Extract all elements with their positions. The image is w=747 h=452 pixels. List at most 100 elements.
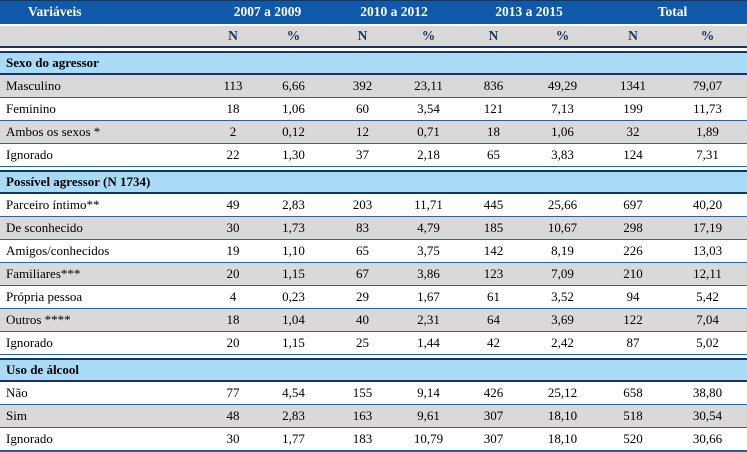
row-label: Própria pessoa (0, 285, 207, 309)
cell-value: 392 (328, 75, 397, 98)
table-row-amigos-conhecidos: Amigos/conhecidos 19 1,10 65 3,75 142 8,… (0, 239, 747, 263)
section-header-uso-de-alcool: Uso de álcool (0, 354, 747, 382)
cell-value: 2,83 (259, 194, 328, 217)
cell-value: 1,77 (259, 427, 328, 452)
section-label: Possível agressor (N 1734) (0, 170, 747, 194)
cell-value: 2,83 (259, 404, 328, 428)
row-label: Ignorado (0, 331, 207, 355)
cell-value: 25,12 (527, 382, 598, 405)
cell-value: 697 (598, 194, 668, 217)
row-label: Familiares*** (0, 262, 207, 286)
cell-value: 1,73 (259, 216, 328, 240)
cell-value: 12 (328, 120, 397, 144)
subheader-n-1: N (207, 25, 259, 48)
cell-value: 60 (328, 97, 397, 121)
table-subheader-row: N % N % N % N % (0, 25, 747, 48)
cell-value: 3,69 (527, 308, 598, 332)
cell-value: 7,04 (668, 308, 747, 332)
cell-value: 1,15 (259, 262, 328, 286)
cell-value: 6,66 (259, 75, 328, 98)
table-row-ignorado-alcool: Ignorado 30 1,77 183 10,79 307 18,10 520… (0, 427, 747, 452)
cell-value: 64 (460, 308, 527, 332)
table-row-desconhecido: De sconhecido 30 1,73 83 4,79 185 10,67 … (0, 216, 747, 240)
cell-value: 4,54 (259, 382, 328, 405)
subheader-n-4: N (598, 25, 668, 48)
cell-value: 87 (598, 331, 668, 355)
cell-value: 42 (460, 331, 527, 355)
row-label: Amigos/conhecidos (0, 239, 207, 263)
cell-value: 29 (328, 285, 397, 309)
cell-value: 2,42 (527, 331, 598, 355)
section-label: Uso de álcool (0, 358, 747, 382)
cell-value: 67 (328, 262, 397, 286)
cell-value: 1,30 (259, 143, 328, 167)
row-label: Parceiro íntimo** (0, 194, 207, 217)
cell-value: 9,61 (397, 404, 460, 428)
row-label: Feminino (0, 97, 207, 121)
cell-value: 2,31 (397, 308, 460, 332)
cell-value: 5,02 (668, 331, 747, 355)
table-row-ambos-os-sexos: Ambos os sexos * 2 0,12 12 0,71 18 1,06 … (0, 120, 747, 144)
row-label: Não (0, 382, 207, 405)
cell-value: 9,14 (397, 382, 460, 405)
cell-value: 11,73 (668, 97, 747, 121)
cell-value: 79,07 (668, 75, 747, 98)
subheader-pct-2: % (397, 25, 460, 48)
row-label: De sconhecido (0, 216, 207, 240)
cell-value: 32 (598, 120, 668, 144)
cell-value: 121 (460, 97, 527, 121)
cell-value: 4 (207, 285, 259, 309)
cell-value: 836 (460, 75, 527, 98)
cell-value: 22 (207, 143, 259, 167)
cell-value: 113 (207, 75, 259, 98)
cell-value: 1,06 (527, 120, 598, 144)
cell-value: 18 (207, 308, 259, 332)
table-row-parceiro-intimo: Parceiro íntimo** 49 2,83 203 11,71 445 … (0, 194, 747, 217)
cell-value: 18 (207, 97, 259, 121)
cell-value: 25,66 (527, 194, 598, 217)
cell-value: 83 (328, 216, 397, 240)
cell-value: 123 (460, 262, 527, 286)
table-header-row: Variáveis 2007 a 2009 2010 a 2012 2013 a… (0, 0, 747, 26)
cell-value: 30 (207, 216, 259, 240)
cell-value: 0,71 (397, 120, 460, 144)
table-row-nao: Não 77 4,54 155 9,14 426 25,12 658 38,80 (0, 382, 747, 405)
cell-value: 7,09 (527, 262, 598, 286)
cell-value: 10,79 (397, 427, 460, 452)
cell-value: 30,54 (668, 404, 747, 428)
cell-value: 298 (598, 216, 668, 240)
cell-value: 12,11 (668, 262, 747, 286)
cell-value: 13,03 (668, 239, 747, 263)
cell-value: 3,75 (397, 239, 460, 263)
table-row-propria-pessoa: Própria pessoa 4 0,23 29 1,67 61 3,52 94… (0, 285, 747, 309)
cell-value: 7,31 (668, 143, 747, 167)
cell-value: 1,89 (668, 120, 747, 144)
cell-value: 49 (207, 194, 259, 217)
cell-value: 520 (598, 427, 668, 452)
row-label: Masculino (0, 75, 207, 98)
cell-value: 30,66 (668, 427, 747, 452)
column-header-period-2013-2015: 2013 a 2015 (460, 0, 598, 26)
cell-value: 3,86 (397, 262, 460, 286)
cell-value: 3,83 (527, 143, 598, 167)
subheader-n-2: N (328, 25, 397, 48)
column-header-period-2010-2012: 2010 a 2012 (328, 0, 460, 26)
column-header-period-2007-2009: 2007 a 2009 (207, 0, 328, 26)
section-header-sexo-do-agressor: Sexo do agressor (0, 47, 747, 75)
cell-value: 1,15 (259, 331, 328, 355)
cell-value: 307 (460, 404, 527, 428)
cell-value: 7,13 (527, 97, 598, 121)
cell-value: 3,52 (527, 285, 598, 309)
cell-value: 1,10 (259, 239, 328, 263)
cell-value: 1,06 (259, 97, 328, 121)
subheader-pct-1: % (259, 25, 328, 48)
cell-value: 48 (207, 404, 259, 428)
cell-value: 1,04 (259, 308, 328, 332)
cell-value: 0,23 (259, 285, 328, 309)
cell-value: 18,10 (527, 404, 598, 428)
subheader-n-3: N (460, 25, 527, 48)
table-row-outros: Outros **** 18 1,04 40 2,31 64 3,69 122 … (0, 308, 747, 332)
cell-value: 1341 (598, 75, 668, 98)
cell-value: 518 (598, 404, 668, 428)
cell-value: 77 (207, 382, 259, 405)
